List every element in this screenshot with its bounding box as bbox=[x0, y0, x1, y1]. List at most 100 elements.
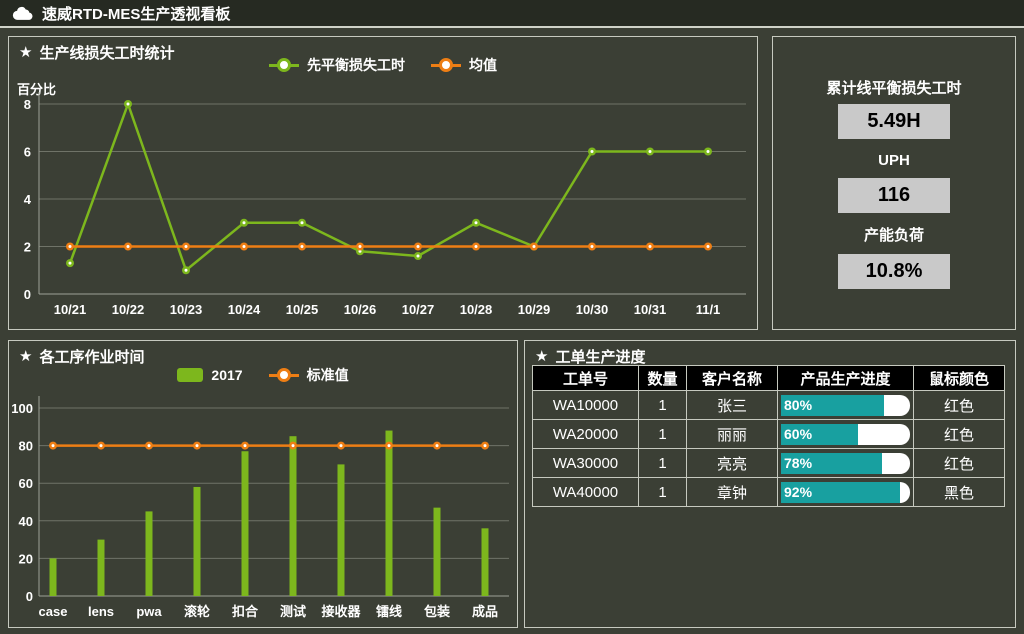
progress-label: 92% bbox=[784, 484, 813, 500]
order-no-cell: WA30000 bbox=[532, 448, 639, 478]
loss-hours-panel: ★ 生产线损失工时统计 先平衡损失工时 均值 百分比 0 2 4 6 8 10/21 10/2… bbox=[8, 36, 758, 330]
svg-text:滚轮: 滚轮 bbox=[184, 604, 210, 619]
work-order-title-text: 工单生产进度 bbox=[555, 349, 646, 366]
svg-text:case: case bbox=[39, 604, 68, 619]
svg-text:80: 80 bbox=[19, 439, 33, 454]
legend-item[interactable]: 先平衡损失工时 bbox=[269, 55, 405, 75]
quantity-cell: 1 bbox=[638, 390, 687, 420]
svg-text:100: 100 bbox=[11, 401, 33, 416]
progress-track: 80% bbox=[781, 394, 910, 416]
order-no-cell: WA10000 bbox=[532, 390, 639, 420]
legend-item[interactable]: 标准值 bbox=[268, 365, 349, 385]
kpi-value-capacity-load: 10.8% bbox=[838, 254, 950, 289]
kpi-label-cumulative-loss: 累计线平衡损失工时 bbox=[826, 80, 962, 97]
svg-text:成品: 成品 bbox=[472, 604, 498, 619]
progress-track: 78% bbox=[781, 452, 910, 474]
loss-hours-title-text: 生产线损失工时统计 bbox=[39, 45, 175, 62]
svg-text:镭线: 镭线 bbox=[375, 604, 402, 619]
table-header-row: 工单号 数量 客户名称 产品生产进度 鼠标颜色 bbox=[532, 365, 1005, 391]
cloud-icon bbox=[12, 6, 33, 20]
svg-text:10/27: 10/27 bbox=[402, 302, 435, 317]
progress-cell: 60% bbox=[777, 419, 914, 449]
legend-item[interactable]: 均值 bbox=[431, 55, 497, 75]
app-title: 速威RTD-MES生产透视看板 bbox=[42, 5, 231, 23]
cursor-color-cell: 红色 bbox=[913, 390, 1005, 420]
customer-name-cell: 张三 bbox=[686, 390, 778, 420]
process-time-panel-title: ★ 各工序作业时间 bbox=[19, 346, 144, 367]
star-icon: ★ bbox=[19, 348, 33, 365]
work-order-panel-title: ★ 工单生产进度 bbox=[535, 346, 645, 367]
progress-label: 60% bbox=[784, 426, 813, 442]
legend-label: 先平衡损失工时 bbox=[307, 57, 405, 73]
kpi-value-cumulative-loss: 5.49H bbox=[838, 104, 950, 139]
progress-bar-fill: 92% bbox=[781, 481, 900, 503]
progress-bar-fill: 80% bbox=[781, 394, 885, 416]
legend-line-marker bbox=[269, 58, 299, 72]
star-icon: ★ bbox=[535, 348, 549, 365]
app-header: 速威RTD-MES生产透视看板 bbox=[0, 0, 1024, 28]
svg-text:10/26: 10/26 bbox=[344, 302, 377, 317]
legend-label: 标准值 bbox=[306, 367, 349, 383]
kpi-panel: 累计线平衡损失工时 5.49H UPH 116 产能负荷 10.8% bbox=[772, 36, 1016, 330]
svg-text:lens: lens bbox=[88, 604, 114, 619]
progress-bar-fill: 60% bbox=[781, 423, 859, 445]
svg-text:10/23: 10/23 bbox=[170, 302, 203, 317]
svg-text:2: 2 bbox=[24, 240, 31, 255]
table-row: WA40000 1 章钟 92% 黑色 bbox=[532, 477, 1005, 507]
legend-item[interactable]: 2017 bbox=[177, 367, 243, 383]
order-no-cell: WA20000 bbox=[532, 419, 639, 449]
legend-dot bbox=[277, 58, 291, 72]
table-row: WA30000 1 亮亮 78% 红色 bbox=[532, 448, 1005, 478]
table-row: WA10000 1 张三 80% 红色 bbox=[532, 390, 1005, 420]
svg-text:6: 6 bbox=[24, 145, 31, 160]
kpi-label-uph: UPH bbox=[878, 152, 910, 169]
customer-name-cell: 丽丽 bbox=[686, 419, 778, 449]
work-order-panel: ★ 工单生产进度 工单号 数量 客户名称 产品生产进度 鼠标颜色 WA10000 1 张三 8… bbox=[524, 340, 1016, 628]
customer-name-cell: 章钟 bbox=[686, 477, 778, 507]
legend-dot bbox=[439, 58, 453, 72]
column-header: 工单号 bbox=[532, 365, 639, 391]
svg-text:20: 20 bbox=[19, 551, 33, 566]
progress-cell: 92% bbox=[777, 477, 914, 507]
svg-text:接收器: 接收器 bbox=[321, 604, 361, 619]
quantity-cell: 1 bbox=[638, 477, 687, 507]
svg-text:pwa: pwa bbox=[136, 604, 162, 619]
svg-text:10/22: 10/22 bbox=[112, 302, 145, 317]
cursor-color-cell: 红色 bbox=[913, 419, 1005, 449]
table-row: WA20000 1 丽丽 60% 红色 bbox=[532, 419, 1005, 449]
progress-label: 78% bbox=[784, 455, 813, 471]
svg-text:8: 8 bbox=[24, 97, 31, 112]
loss-hours-line-chart: 0 2 4 6 8 10/21 10/22 10/23 10/24 10/25 10/26 10/27… bbox=[24, 92, 746, 317]
column-header: 鼠标颜色 bbox=[913, 365, 1005, 391]
svg-text:10/25: 10/25 bbox=[286, 302, 319, 317]
loss-hours-legend: 先平衡损失工时 均值 bbox=[9, 55, 757, 75]
kpi-value-uph: 116 bbox=[838, 178, 950, 213]
svg-text:60: 60 bbox=[19, 476, 33, 491]
svg-text:10/31: 10/31 bbox=[634, 302, 667, 317]
svg-text:包装: 包装 bbox=[424, 604, 450, 619]
legend-dot bbox=[276, 368, 291, 382]
cursor-color-cell: 黑色 bbox=[913, 477, 1005, 507]
progress-cell: 78% bbox=[777, 448, 914, 478]
svg-text:11/1: 11/1 bbox=[696, 302, 721, 317]
quantity-cell: 1 bbox=[638, 448, 687, 478]
process-time-title-text: 各工序作业时间 bbox=[39, 349, 145, 366]
process-time-panel: ★ 各工序作业时间 2017 标准值 0 20 40 60 80 100 case lens pw… bbox=[8, 340, 518, 628]
svg-text:10/28: 10/28 bbox=[460, 302, 493, 317]
kpi-label-capacity-load: 产能负荷 bbox=[863, 227, 924, 244]
legend-line-marker bbox=[431, 58, 461, 72]
process-time-bar-chart: 0 20 40 60 80 100 case lens pwa 滚轮 扣合 测试 接收器 镭线 包装 成品 bbox=[11, 396, 509, 619]
y-axis-unit-label: 百分比 bbox=[17, 82, 57, 97]
column-header: 产品生产进度 bbox=[777, 365, 914, 391]
work-order-table: 工单号 数量 客户名称 产品生产进度 鼠标颜色 WA10000 1 张三 80% 红色 WA200… bbox=[532, 365, 1005, 507]
progress-track: 92% bbox=[781, 481, 910, 503]
svg-text:0: 0 bbox=[26, 589, 33, 604]
svg-text:40: 40 bbox=[19, 514, 33, 529]
quantity-cell: 1 bbox=[638, 419, 687, 449]
column-header: 数量 bbox=[638, 365, 687, 391]
column-header: 客户名称 bbox=[686, 365, 778, 391]
legend-bar-swatch bbox=[177, 368, 204, 382]
svg-text:0: 0 bbox=[24, 287, 31, 302]
progress-cell: 80% bbox=[777, 390, 914, 420]
svg-text:10/30: 10/30 bbox=[576, 302, 609, 317]
